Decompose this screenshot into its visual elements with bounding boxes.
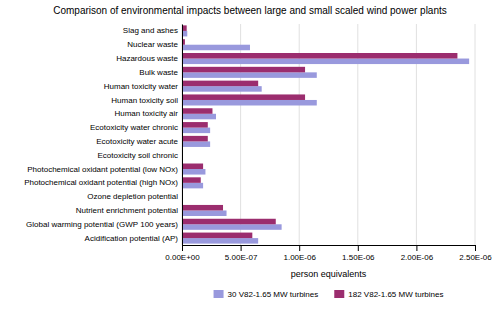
bar: [182, 114, 216, 120]
x-tick: 5.00E-07: [225, 245, 258, 262]
y-tick: Ecotoxicity soil chronic: [98, 151, 178, 160]
x-tick-mark: [358, 245, 359, 251]
y-tick-label: Human toxicity water: [104, 82, 179, 91]
legend-swatch: [334, 290, 344, 298]
y-tick-label: Global warming potential (GWP 100 years): [26, 220, 178, 229]
x-tick-mark: [241, 245, 242, 251]
bar: [182, 100, 317, 106]
bar: [182, 81, 258, 87]
y-tick-label: Photochemical oxidant potential (high NO…: [24, 178, 178, 187]
plot: 0.00E+00 5.00E-07 1.00E-06 1.50E-06 2.00E-06…: [24, 24, 492, 262]
y-tick: Photochemical oxidant potential (high NO…: [24, 178, 178, 187]
x-axis: 0.00E+00 5.00E-07 1.00E-06 1.50E-06 2.00E-06…: [165, 245, 492, 262]
bar: [182, 164, 203, 170]
legend-swatch: [214, 290, 224, 298]
x-tick-label: 2.50E-06: [459, 253, 492, 262]
bar: [182, 128, 210, 134]
y-tick-label: Photochemical oxidant potential (low NOx…: [27, 165, 178, 174]
bar-series: [182, 31, 469, 244]
y-tick-label: Bulk waste: [139, 68, 178, 77]
legend-item: 30 V82-1.65 MW turbines: [214, 290, 319, 299]
grid-line: [475, 24, 476, 245]
y-tick: Hazardous waste: [116, 54, 178, 63]
bar: [182, 169, 205, 175]
y-tick: Bulk waste: [139, 68, 178, 77]
y-tick: Ozone depletion potential: [87, 192, 178, 201]
y-axis-line: [182, 25, 183, 246]
chart: Comparison of environmental impacts betw…: [0, 0, 500, 311]
bar-series: [182, 25, 457, 238]
bar: [182, 108, 212, 114]
x-tick: 2.50E-06: [459, 245, 492, 262]
x-axis-title: person equivalents: [291, 269, 367, 279]
y-tick: Acidification potential (AP): [85, 234, 179, 243]
bar: [182, 183, 203, 189]
y-tick: Human toxicity water: [104, 82, 179, 91]
y-tick: Nuclear waste: [127, 40, 178, 49]
bar: [182, 59, 469, 65]
x-tick-label: 0.00E+00: [165, 253, 200, 262]
y-tick-label: Ecotoxicity water acute: [96, 137, 178, 146]
grid-line: [182, 24, 183, 245]
x-tick-mark: [416, 245, 417, 251]
legend-label: 30 V82-1.65 MW turbines: [228, 290, 319, 299]
bar: [182, 86, 262, 92]
x-tick-label: 2.00E-06: [401, 253, 434, 262]
bar: [182, 122, 208, 128]
y-tick: Slag and ashes: [123, 26, 178, 35]
x-tick-label: 1.00E-06: [283, 253, 316, 262]
legend-item: 182 V82-1.65 MW turbines: [334, 290, 443, 299]
y-tick: Human toxicity soil: [111, 96, 178, 105]
bar: [182, 94, 305, 100]
title: Comparison of environmental impacts betw…: [53, 5, 447, 16]
x-tick-label: 5.00E-07: [225, 253, 258, 262]
bar: [182, 141, 210, 147]
x-tick: 1.00E-06: [283, 245, 316, 262]
y-tick-label: Nuclear waste: [127, 40, 178, 49]
x-tick-mark: [299, 245, 300, 251]
y-tick-label: Ozone depletion potential: [87, 192, 178, 201]
y-tick-label: Nutrient enrichment potential: [76, 206, 179, 215]
y-tick: Human toxicity air: [114, 109, 178, 118]
grid: [182, 24, 475, 245]
bar: [182, 177, 201, 183]
bar: [182, 224, 282, 230]
bars: [182, 25, 469, 243]
legend-label: 182 V82-1.65 MW turbines: [348, 290, 443, 299]
y-tick-label: Ecotoxicity water chronic: [90, 123, 178, 132]
y-tick-label: Human toxicity air: [114, 109, 178, 118]
y-tick: Ecotoxicity water acute: [96, 137, 178, 146]
bar: [182, 67, 305, 73]
x-axis-line: [183, 246, 476, 252]
bar: [182, 45, 250, 51]
y-tick-label: Acidification potential (AP): [85, 234, 179, 243]
y-tick: Global warming potential (GWP 100 years): [26, 220, 178, 229]
y-tick-label: Ecotoxicity soil chronic: [98, 151, 178, 160]
legend: 30 V82-1.65 MW turbines 182 V82-1.65 MW t…: [214, 290, 444, 299]
y-tick-label: Human toxicity soil: [111, 96, 178, 105]
bar: [182, 72, 317, 78]
y-tick: Ecotoxicity water chronic: [90, 123, 178, 132]
x-tick-mark: [182, 245, 183, 251]
y-tick: Photochemical oxidant potential (low NOx…: [27, 165, 178, 174]
x-tick: 0.00E+00: [165, 245, 200, 262]
bar: [182, 233, 252, 239]
bar: [182, 210, 227, 216]
y-tick-label: Slag and ashes: [123, 26, 178, 35]
bar: [182, 205, 223, 211]
y-tick-label: Hazardous waste: [116, 54, 178, 63]
x-tick-label: 1.50E-06: [342, 253, 375, 262]
bar: [182, 238, 258, 244]
y-tick: Nutrient enrichment potential: [76, 206, 179, 215]
x-tick-mark: [475, 245, 476, 251]
bar: [182, 219, 276, 225]
bar: [182, 136, 208, 142]
y-axis: Slag and ashes Nuclear waste Hazardous was…: [24, 25, 182, 246]
bar: [182, 53, 457, 59]
x-tick: 1.50E-06: [342, 245, 375, 262]
x-tick: 2.00E-06: [401, 245, 434, 262]
